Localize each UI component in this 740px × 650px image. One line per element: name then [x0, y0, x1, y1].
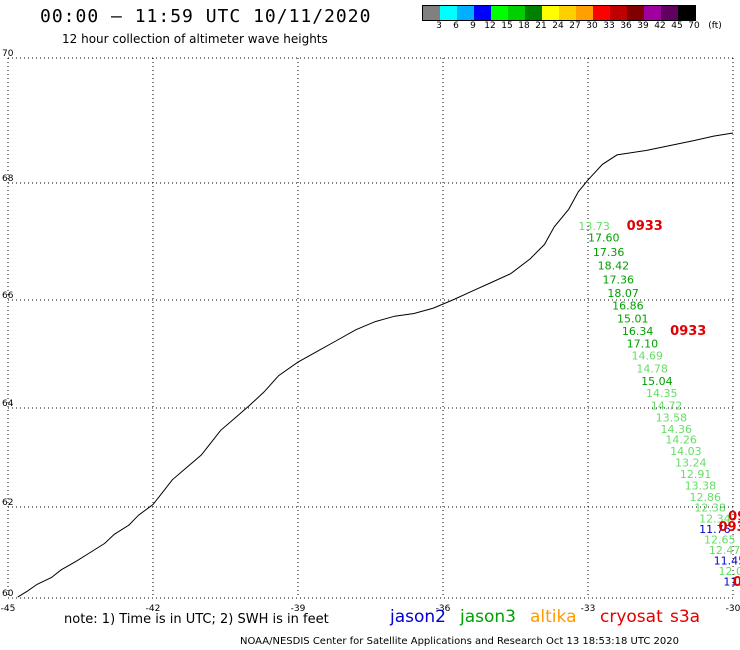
data-points: 13.7317.6017.3618.4217.3618.0716.8615.01…	[578, 219, 740, 590]
y-tick-label: 68	[2, 174, 14, 184]
colorbar-swatch	[525, 6, 542, 20]
wave-height-label: 11.36	[723, 575, 740, 588]
legend-altika: altika	[530, 607, 577, 627]
colorbar-swatch	[440, 6, 457, 20]
colorbar-label: 6	[453, 21, 459, 31]
time-label: 0	[733, 575, 740, 590]
time-label: 0933	[627, 219, 663, 234]
coastline	[17, 132, 734, 598]
colorbar-label: 70	[688, 21, 700, 31]
footer-note: note: 1) Time is in UTC; 2) SWH is in fe…	[64, 612, 329, 627]
legend-jason2: jason2	[390, 607, 446, 627]
y-tick-label: 64	[2, 399, 14, 409]
legend-cryosat: cryosat	[600, 607, 663, 627]
colorbar-label: 9	[470, 21, 476, 31]
x-tick-label: -33	[581, 604, 596, 614]
wave-height-label: 13.73	[578, 220, 610, 233]
x-tick-label: -42	[146, 604, 161, 614]
y-tick-label: 66	[2, 291, 14, 301]
wave-height-label: 17.60	[588, 232, 620, 245]
colorbar-swatch	[661, 6, 678, 20]
wave-height-label: 14.72	[651, 399, 683, 412]
colorbar-swatch	[576, 6, 593, 20]
wave-height-label: 17.36	[603, 274, 635, 287]
colorbar-swatch	[610, 6, 627, 20]
colorbar-swatch	[491, 6, 508, 20]
colorbar-swatch	[627, 6, 644, 20]
wave-height-label: 16.34	[622, 325, 654, 338]
wave-height-label: 12.34	[699, 512, 731, 525]
chart-title: 00:00 – 11:59 UTC 10/11/2020	[40, 6, 372, 27]
wave-height-label: 14.03	[670, 445, 702, 458]
wave-height-label: 14.78	[636, 362, 668, 375]
wave-height-label: 12.47	[709, 544, 740, 557]
wave-height-label: 12.91	[680, 468, 712, 481]
wave-height-label: 11.45	[714, 554, 740, 567]
colorbar-label: 12	[484, 21, 496, 31]
wave-height-label: 17.10	[627, 338, 659, 351]
wave-height-label: 17.36	[593, 246, 625, 259]
wave-height-label: 15.01	[617, 313, 649, 326]
wave-height-label: 15.04	[641, 375, 673, 388]
colorbar-label: 39	[637, 21, 649, 31]
colorbar-label: 30	[586, 21, 598, 31]
colorbar-label: 15	[501, 21, 513, 31]
x-tick-label: -36	[436, 604, 451, 614]
colorbar-swatch	[678, 6, 695, 20]
wave-height-label: 12.65	[704, 533, 736, 546]
colorbar-label: 33	[603, 21, 615, 31]
colorbar-label: 3	[436, 21, 442, 31]
colorbar-swatch	[474, 6, 491, 20]
colorbar-swatch	[508, 6, 525, 20]
wave-height-label: 12.05	[719, 565, 740, 578]
colorbar-swatch	[593, 6, 610, 20]
colorbar-swatch	[559, 6, 576, 20]
y-tick-label: 60	[2, 589, 14, 599]
legend-jason3: jason3	[460, 607, 516, 627]
wave-height-label: 14.26	[665, 434, 697, 447]
wave-height-label: 13.58	[656, 411, 688, 424]
colorbar	[422, 5, 696, 21]
axis-ticks: -45 -42 -39 -36 -33 -30 60 62 64 66 68 70	[1, 49, 740, 614]
wave-height-label: 14.36	[661, 423, 693, 436]
colorbar-label: 24	[552, 21, 564, 31]
time-label: 093	[719, 520, 740, 535]
x-tick-label: -45	[1, 604, 16, 614]
wave-height-label: 18.42	[598, 260, 630, 273]
time-label: 0933	[728, 510, 740, 525]
colorbar-label: 27	[569, 21, 581, 31]
colorbar-swatch	[644, 6, 661, 20]
wave-height-label: 11.76	[699, 523, 731, 536]
wave-height-label: 13.24	[675, 456, 707, 469]
x-tick-label: -39	[291, 604, 306, 614]
wave-height-label: 14.35	[646, 387, 678, 400]
wave-height-label: 13.38	[685, 480, 717, 493]
colorbar-label: 45	[671, 21, 683, 31]
colorbar-label: 21	[535, 21, 547, 31]
colorbar-swatch	[542, 6, 559, 20]
y-tick-label: 70	[2, 49, 14, 59]
wave-height-label: 18.07	[607, 287, 639, 300]
colorbar-label: 42	[654, 21, 666, 31]
wave-height-label: 12.86	[690, 491, 722, 504]
y-tick-label: 62	[2, 498, 13, 508]
time-label: 0933	[670, 324, 706, 339]
colorbar-labels: 3 6 9 12 15 18 21 24 27 30 33 36 39 42 45 70 (ft)	[422, 21, 740, 33]
grid	[7, 57, 734, 599]
legend-s3a: s3a	[670, 607, 701, 627]
footer-credit: NOAA/NESDIS Center for Satellite Applica…	[240, 636, 679, 647]
colorbar-swatch	[457, 6, 474, 20]
colorbar-label: (ft)	[708, 21, 722, 31]
colorbar-swatch	[423, 6, 440, 20]
colorbar-label: 36	[620, 21, 632, 31]
colorbar-label: 18	[518, 21, 530, 31]
x-tick-label: -30	[726, 604, 740, 614]
chart-subtitle: 12 hour collection of altimeter wave hei…	[62, 32, 328, 46]
wave-height-label: 16.86	[612, 300, 644, 313]
wave-height-label: 14.69	[632, 349, 664, 362]
wave-height-label: 12.38	[694, 502, 726, 515]
